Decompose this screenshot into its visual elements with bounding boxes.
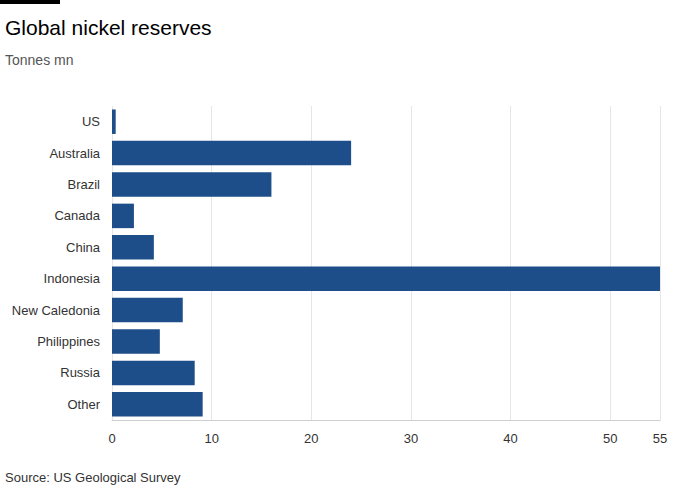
svg-text:US: US <box>82 114 100 129</box>
svg-text:Source: US Geological Survey: Source: US Geological Survey <box>5 470 181 485</box>
svg-text:Brazil: Brazil <box>67 177 100 192</box>
svg-text:55: 55 <box>653 431 667 446</box>
svg-text:Global nickel reserves: Global nickel reserves <box>5 16 212 39</box>
svg-text:Indonesia: Indonesia <box>44 271 101 286</box>
svg-text:Other: Other <box>67 397 100 412</box>
svg-text:0: 0 <box>108 431 115 446</box>
svg-text:30: 30 <box>404 431 418 446</box>
svg-text:Canada: Canada <box>54 208 100 223</box>
svg-text:20: 20 <box>304 431 318 446</box>
svg-text:Tonnes mn: Tonnes mn <box>5 52 73 68</box>
svg-text:Philippines: Philippines <box>37 334 100 349</box>
svg-text:50: 50 <box>603 431 617 446</box>
svg-text:Russia: Russia <box>60 365 101 380</box>
svg-text:China: China <box>66 240 101 255</box>
svg-text:New Caledonia: New Caledonia <box>12 303 101 318</box>
svg-text:Australia: Australia <box>49 146 100 161</box>
svg-text:10: 10 <box>204 431 218 446</box>
svg-text:40: 40 <box>503 431 517 446</box>
